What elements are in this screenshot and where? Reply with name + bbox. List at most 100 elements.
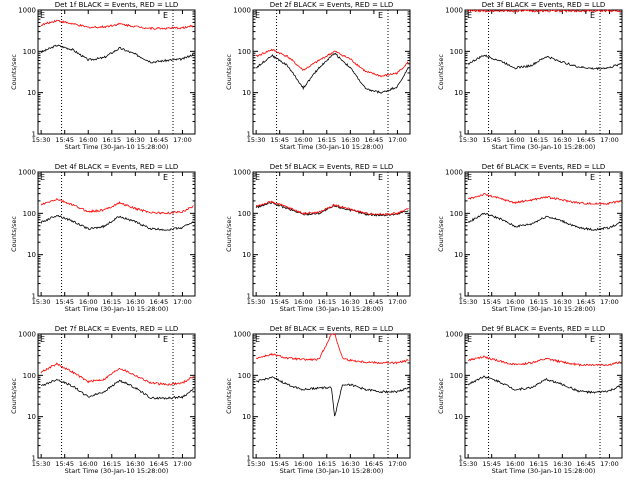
- y-tick-label: 1: [459, 455, 463, 463]
- x-tick-label: 16:45: [150, 460, 169, 468]
- plot-frame: [37, 333, 196, 459]
- event-marker-label: E: [163, 335, 168, 344]
- x-tick-label: 16:15: [317, 298, 336, 306]
- x-axis-label: Start Time (30-Jan-10 15:28:00): [492, 305, 596, 313]
- event-marker-label: E: [255, 335, 260, 344]
- detector-panel: Det 4f BLACK = Events, RED = LLD 1 10 100 10…: [10, 163, 196, 313]
- x-tick-label: 16:45: [150, 136, 169, 144]
- x-axis-label: Start Time (30-Jan-10 15:28:00): [65, 467, 169, 475]
- event-marker-label: E: [378, 11, 383, 20]
- x-tick-label: 16:00: [294, 298, 313, 306]
- x-tick-label: 15:30: [247, 460, 266, 468]
- x-tick-label: 16:30: [553, 298, 572, 306]
- y-tick-label: 10: [27, 89, 36, 97]
- plot-frame: [252, 9, 411, 135]
- x-tick-label: 16:30: [341, 460, 360, 468]
- detector-panel: Det 9f BLACK = Events, RED = LLD 1 10 100 10…: [437, 325, 623, 475]
- panel-title: Det 7f BLACK = Events, RED = LLD: [55, 325, 178, 333]
- x-tick-label: 16:15: [529, 298, 548, 306]
- x-tick-label: 15:45: [270, 136, 289, 144]
- y-tick-label: 1000: [18, 169, 36, 177]
- x-tick-label: 16:30: [341, 136, 360, 144]
- y-tick-label: 1: [247, 293, 251, 301]
- event-marker-label: E: [590, 11, 595, 20]
- y-tick-label: 100: [450, 48, 463, 56]
- panel-title: Det 2f BLACK = Events, RED = LLD: [270, 1, 393, 9]
- x-tick-label: 15:30: [247, 136, 266, 144]
- x-tick-label: 16:00: [506, 460, 525, 468]
- y-tick-label: 10: [27, 251, 36, 259]
- x-tick-label: 16:30: [126, 298, 145, 306]
- lld-series-line: [468, 355, 621, 367]
- y-tick-label: 1: [32, 293, 36, 301]
- y-tick-label: 1000: [233, 169, 251, 177]
- y-tick-label: 1000: [445, 331, 463, 339]
- events-series-line: [40, 378, 194, 400]
- event-marker-label: E: [467, 11, 472, 20]
- y-tick-label: 1000: [18, 7, 36, 15]
- x-tick-label: 17:00: [388, 136, 407, 144]
- x-tick-label: 17:00: [600, 298, 619, 306]
- plot-frame: [37, 9, 196, 135]
- events-series-line: [467, 54, 621, 71]
- x-tick-label: 16:15: [317, 136, 336, 144]
- x-tick-label: 17:00: [173, 136, 192, 144]
- x-tick-label: 17:00: [600, 136, 619, 144]
- y-tick-label: 1: [459, 131, 463, 139]
- y-axis-label: Counts/sec: [437, 378, 445, 414]
- x-tick-label: 16:00: [79, 460, 98, 468]
- event-marker-label: E: [40, 11, 45, 20]
- x-tick-label: 16:45: [577, 298, 596, 306]
- x-tick-label: 15:30: [32, 460, 51, 468]
- x-tick-label: 16:30: [341, 298, 360, 306]
- event-marker-label: E: [40, 335, 45, 344]
- x-tick-label: 16:15: [102, 136, 121, 144]
- x-tick-label: 17:00: [600, 460, 619, 468]
- x-tick-label: 16:15: [102, 298, 121, 306]
- plot-frame: [464, 333, 623, 459]
- panel-title: Det 4f BLACK = Events, RED = LLD: [55, 163, 178, 171]
- lld-series-line: [40, 197, 194, 215]
- x-axis-label: Start Time (30-Jan-10 15:28:00): [492, 143, 596, 151]
- x-tick-label: 15:30: [459, 460, 478, 468]
- y-tick-label: 1: [32, 131, 36, 139]
- event-marker-label: E: [163, 11, 168, 20]
- x-axis-label: Start Time (30-Jan-10 15:28:00): [492, 467, 596, 475]
- events-series-line: [41, 44, 194, 64]
- y-tick-label: 100: [23, 210, 36, 218]
- panel-title: Det 1f BLACK = Events, RED = LLD: [55, 1, 178, 9]
- events-series-line: [40, 214, 194, 231]
- x-tick-label: 15:30: [32, 298, 51, 306]
- y-axis-label: Counts/sec: [437, 216, 445, 252]
- y-axis-label: Counts/sec: [225, 216, 233, 252]
- y-axis-label: Counts/sec: [225, 54, 233, 90]
- plot-frame: [464, 171, 623, 297]
- lld-series-line: [255, 48, 409, 78]
- plot-frame: [464, 9, 623, 135]
- x-axis-label: Start Time (30-Jan-10 15:28:00): [65, 305, 169, 313]
- x-tick-label: 16:15: [317, 460, 336, 468]
- detector-panel: Det 3f BLACK = Events, RED = LLD 1 10 100 10…: [437, 1, 623, 151]
- x-axis-label: Start Time (30-Jan-10 15:28:00): [65, 143, 169, 151]
- detector-panel: Det 2f BLACK = Events, RED = LLD 1 10 100 10…: [225, 1, 411, 151]
- y-axis-label: Counts/sec: [10, 54, 18, 90]
- y-tick-label: 10: [454, 89, 463, 97]
- event-marker-label: E: [40, 173, 45, 182]
- y-tick-label: 1000: [18, 331, 36, 339]
- x-tick-label: 15:45: [270, 298, 289, 306]
- y-axis-label: Counts/sec: [437, 54, 445, 90]
- panel-title: Det 8f BLACK = Events, RED = LLD: [270, 325, 393, 333]
- y-tick-label: 10: [454, 413, 463, 421]
- x-axis-label: Start Time (30-Jan-10 15:28:00): [280, 143, 384, 151]
- lld-series-line: [255, 200, 409, 216]
- x-tick-label: 15:45: [482, 460, 501, 468]
- x-tick-label: 16:00: [79, 298, 98, 306]
- y-tick-label: 10: [242, 413, 251, 421]
- event-marker-label: E: [255, 173, 260, 182]
- x-tick-label: 15:30: [32, 136, 51, 144]
- y-tick-label: 10: [27, 413, 36, 421]
- y-tick-label: 100: [238, 372, 251, 380]
- y-tick-label: 1000: [445, 169, 463, 177]
- y-tick-label: 1000: [233, 7, 251, 15]
